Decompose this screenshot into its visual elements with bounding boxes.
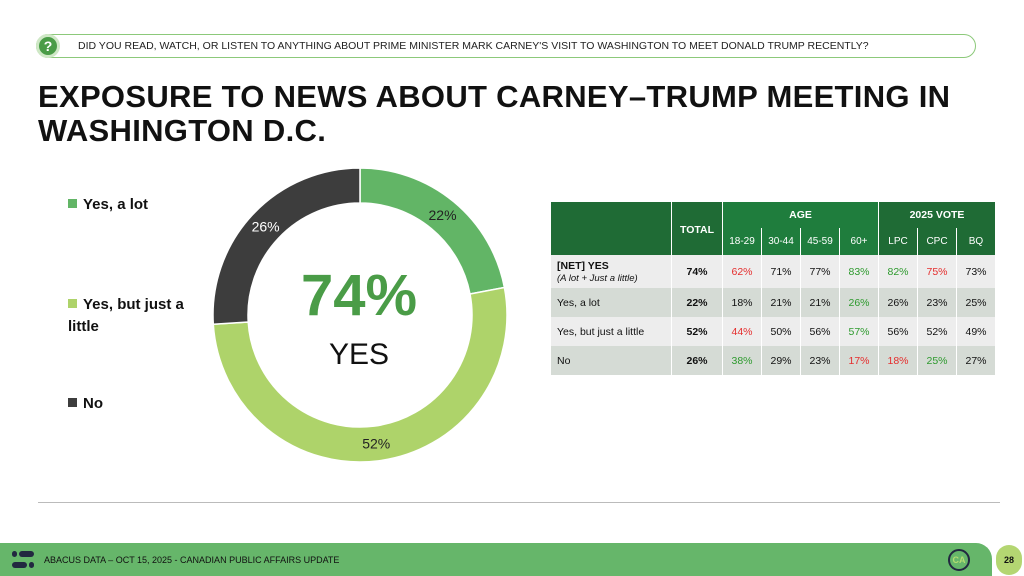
table-row: No 26% 38% 29% 23% 17% 18% 25% 27% <box>551 346 995 375</box>
value-cell: 18% <box>879 346 917 375</box>
value-cell: 21% <box>801 288 839 317</box>
table-row: Yes, but just a little 52% 44% 50% 56% 57% 56%… <box>551 317 995 346</box>
value-cell: 62% <box>723 255 761 288</box>
table-row: [NET] YES (A lot + Just a little) 74% 62% 71… <box>551 255 995 288</box>
legend-label: Yes, a lot <box>83 196 149 213</box>
value-cell: 25% <box>918 346 956 375</box>
legend-item: Yes, a lot <box>68 194 148 216</box>
value-cell: 23% <box>801 346 839 375</box>
page-number: 28 <box>996 545 1022 575</box>
row-label-text: No <box>557 354 571 367</box>
slice-label: 52% <box>362 435 390 451</box>
value-cell: 52% <box>918 317 956 346</box>
subheader-cpc: CPC <box>918 228 956 255</box>
value-cell: 25% <box>957 288 995 317</box>
header-vote: 2025 VOTE <box>879 202 995 228</box>
row-label: Yes, a lot <box>551 288 671 317</box>
center-label: YES <box>328 338 390 371</box>
header-blank <box>551 202 671 255</box>
legend-item: No <box>68 393 103 415</box>
row-label: [NET] YES (A lot + Just a little) <box>551 255 671 288</box>
ca-logo: CA <box>948 548 970 571</box>
value-cell: 29% <box>762 346 800 375</box>
value-cell: 83% <box>840 255 878 288</box>
value-cell: 26% <box>840 288 878 317</box>
subheader-45-59: 45-59 <box>801 228 839 255</box>
subheader-60+: 60+ <box>840 228 878 255</box>
value-cell: 77% <box>801 255 839 288</box>
row-label-text: Yes, a lot <box>557 296 600 309</box>
total-cell: 22% <box>672 288 722 317</box>
donut-slice-1 <box>212 286 508 463</box>
row-sublabel: (A lot + Just a little) <box>557 272 638 284</box>
value-cell: 75% <box>918 255 956 288</box>
value-cell: 38% <box>723 346 761 375</box>
total-cell: 74% <box>672 255 722 288</box>
divider <box>38 502 1000 503</box>
footer-text: ABACUS DATA – OCT 15, 2025 - CANADIAN PU… <box>44 554 340 565</box>
abacus-logo <box>12 550 34 569</box>
value-cell: 23% <box>918 288 956 317</box>
value-cell: 27% <box>957 346 995 375</box>
subheader-18-29: 18-29 <box>723 228 761 255</box>
legend-swatch <box>68 299 77 308</box>
center-value: 74% <box>300 263 418 328</box>
donut-chart: 22% 52% 26% <box>212 167 508 463</box>
value-cell: 18% <box>723 288 761 317</box>
value-cell: 26% <box>879 288 917 317</box>
row-label: No <box>551 346 671 375</box>
table-row: Yes, a lot 22% 18% 21% 21% 26% 26% 23% 25% <box>551 288 995 317</box>
legend-label: No <box>83 395 103 412</box>
value-cell: 57% <box>840 317 878 346</box>
question-bar: ? DID YOU READ, WATCH, OR LISTEN TO ANYT… <box>36 34 976 58</box>
value-cell: 49% <box>957 317 995 346</box>
crosstab-table: TOTAL AGE 2025 VOTE 18-29 30-44 45-59 60+ LP… <box>550 202 996 375</box>
row-label-text: Yes, but just a little <box>557 325 645 338</box>
value-cell: 82% <box>879 255 917 288</box>
value-cell: 21% <box>762 288 800 317</box>
value-cell: 71% <box>762 255 800 288</box>
legend-label: Yes, but just a little <box>68 296 184 335</box>
legend-item: Yes, but just a little <box>68 294 198 338</box>
donut-slice-2 <box>212 167 361 326</box>
question-icon: ? <box>36 34 60 58</box>
total-cell: 26% <box>672 346 722 375</box>
row-label: Yes, but just a little <box>551 317 671 346</box>
value-cell: 44% <box>723 317 761 346</box>
page-title: EXPOSURE TO NEWS ABOUT CARNEY–TRUMP MEET… <box>38 79 951 148</box>
value-cell: 56% <box>879 317 917 346</box>
header-total: TOTAL <box>672 202 722 255</box>
subheader-bq: BQ <box>957 228 995 255</box>
total-cell: 52% <box>672 317 722 346</box>
slice-label: 22% <box>429 207 457 223</box>
subheader-lpc: LPC <box>879 228 917 255</box>
header-age: AGE <box>723 202 878 228</box>
slice-label: 26% <box>252 218 280 234</box>
value-cell: 56% <box>801 317 839 346</box>
subheader-30-44: 30-44 <box>762 228 800 255</box>
value-cell: 17% <box>840 346 878 375</box>
value-cell: 50% <box>762 317 800 346</box>
value-cell: 73% <box>957 255 995 288</box>
row-label-text: [NET] YES <box>557 259 609 272</box>
legend-swatch <box>68 398 77 407</box>
question-text: DID YOU READ, WATCH, OR LISTEN TO ANYTHI… <box>78 40 869 52</box>
footer-bar: ABACUS DATA – OCT 15, 2025 - CANADIAN PU… <box>0 543 992 576</box>
legend-swatch <box>68 199 77 208</box>
